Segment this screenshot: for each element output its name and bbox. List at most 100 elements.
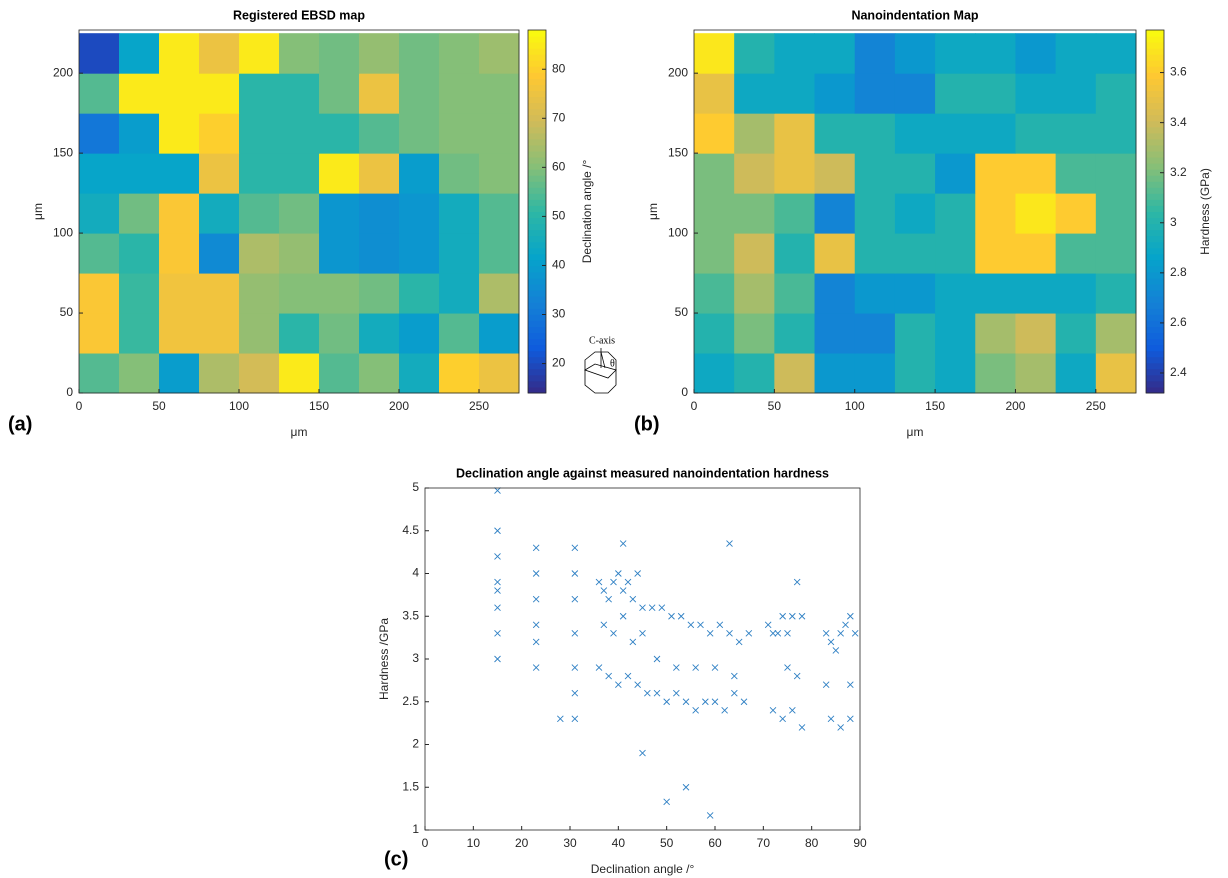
heatmap-cell <box>935 73 976 114</box>
x-tick-label: 0 <box>691 399 698 413</box>
colorbar-band <box>1146 259 1164 267</box>
colorbar-band <box>528 314 546 321</box>
heatmap-cell <box>199 313 240 354</box>
heatmap-cell <box>1055 73 1097 114</box>
heatmap-cell <box>79 273 120 314</box>
heatmap-cell <box>894 153 936 194</box>
y-tick-label: 150 <box>668 145 688 159</box>
scatter-point <box>653 655 661 663</box>
scatter-point <box>571 595 579 603</box>
x-tick-label: 100 <box>229 399 249 413</box>
heatmap-cell <box>1055 353 1097 394</box>
scatter-point <box>494 487 501 494</box>
x-tick-label: 50 <box>152 399 166 413</box>
colorbar-band <box>1146 296 1164 303</box>
heatmap-cell <box>854 233 896 274</box>
heatmap-cell <box>975 153 1016 194</box>
scatter-point <box>532 595 540 603</box>
heatmap-cell <box>734 153 775 194</box>
colorbar-band <box>528 169 546 176</box>
scatter-point <box>692 706 699 714</box>
colorbar-band <box>528 290 546 297</box>
colorbar-band <box>528 78 546 85</box>
y-tick-label: 50 <box>60 305 74 319</box>
colorbar-band <box>1146 48 1164 55</box>
colorbar-tick-label: 2.4 <box>1170 365 1187 379</box>
scatter-point <box>784 664 791 671</box>
heatmap-cell <box>159 33 200 74</box>
heatmap-cell <box>734 193 775 234</box>
heatmap-cell <box>694 113 735 154</box>
heatmap-cell <box>159 353 200 394</box>
scatter-point <box>624 578 632 586</box>
colorbar-tick-label: 80 <box>552 61 566 75</box>
heatmap-cell <box>79 233 120 274</box>
chart-title: Nanoindentation Map <box>851 8 978 22</box>
scatter-point <box>648 604 656 612</box>
scatter-point <box>827 638 835 646</box>
heatmap-cell <box>854 153 896 194</box>
y-tick-label: 1.5 <box>402 779 419 793</box>
colorbar-band <box>1146 362 1164 370</box>
colorbar-band <box>528 380 546 388</box>
colorbar-band <box>1146 114 1164 122</box>
scatter-point <box>658 604 666 612</box>
heatmap-cell <box>894 353 936 394</box>
heatmap-cell <box>479 233 520 274</box>
scatter-point <box>619 612 627 620</box>
colorbar-band <box>528 278 546 285</box>
colorbar-band <box>1146 84 1164 91</box>
scatter-point <box>842 621 849 629</box>
scatter-point <box>731 689 738 697</box>
heatmap-cell <box>1015 273 1057 314</box>
colorbar-tick-label: 20 <box>552 356 566 370</box>
scatter-point <box>769 630 777 637</box>
scatter-point <box>847 715 854 723</box>
heatmap-cell <box>774 233 816 274</box>
heatmap-cell <box>359 33 400 74</box>
heatmap-cell <box>694 193 735 234</box>
colorbar-band <box>1146 42 1164 49</box>
y-tick-label: 3 <box>412 651 419 665</box>
scatter-point <box>532 621 540 629</box>
heatmap-cell <box>479 73 520 114</box>
scatter-point <box>634 570 641 577</box>
heatmap-cell <box>814 33 856 74</box>
heatmap-cell <box>319 73 360 114</box>
heatmap-cell <box>854 113 896 154</box>
heatmap-cell <box>1095 233 1137 274</box>
scatter-point <box>494 587 501 594</box>
heatmap-cell <box>279 33 320 74</box>
colorbar-tick-label: 3.2 <box>1170 165 1187 179</box>
x-tick-label: 200 <box>389 399 409 413</box>
heatmap-cell <box>814 113 856 154</box>
heatmap-cell <box>694 153 735 194</box>
colorbar-band <box>528 193 546 200</box>
heatmap-cell <box>1015 153 1057 194</box>
scatter-point <box>687 621 695 629</box>
heatmap-cell <box>1055 193 1097 234</box>
heatmap-cell <box>854 313 896 354</box>
heatmap-cell <box>734 273 775 314</box>
heatmap-cell <box>814 233 856 274</box>
x-tick-label: 150 <box>309 399 329 413</box>
colorbar-band <box>528 205 546 212</box>
y-tick-label: 3.5 <box>402 608 419 622</box>
scatter-point <box>571 570 579 577</box>
heatmap-cell <box>239 153 280 194</box>
y-tick-label: 150 <box>53 145 73 159</box>
colorbar-band <box>1146 72 1164 79</box>
colorbar-band <box>528 163 546 170</box>
scatter-point <box>764 621 772 629</box>
heatmap-cell <box>159 273 200 314</box>
colorbar-band <box>528 126 546 134</box>
heatmap-cell <box>199 233 240 274</box>
heatmap-cell <box>399 273 440 314</box>
x-tick-label: 50 <box>660 836 674 850</box>
heatmap-cell <box>894 273 936 314</box>
heatmap-cell <box>279 313 320 354</box>
heatmap-cell <box>439 233 480 274</box>
x-tick-label: 40 <box>612 836 626 850</box>
scatter-point <box>619 540 627 547</box>
heatmap-cell <box>319 153 360 194</box>
